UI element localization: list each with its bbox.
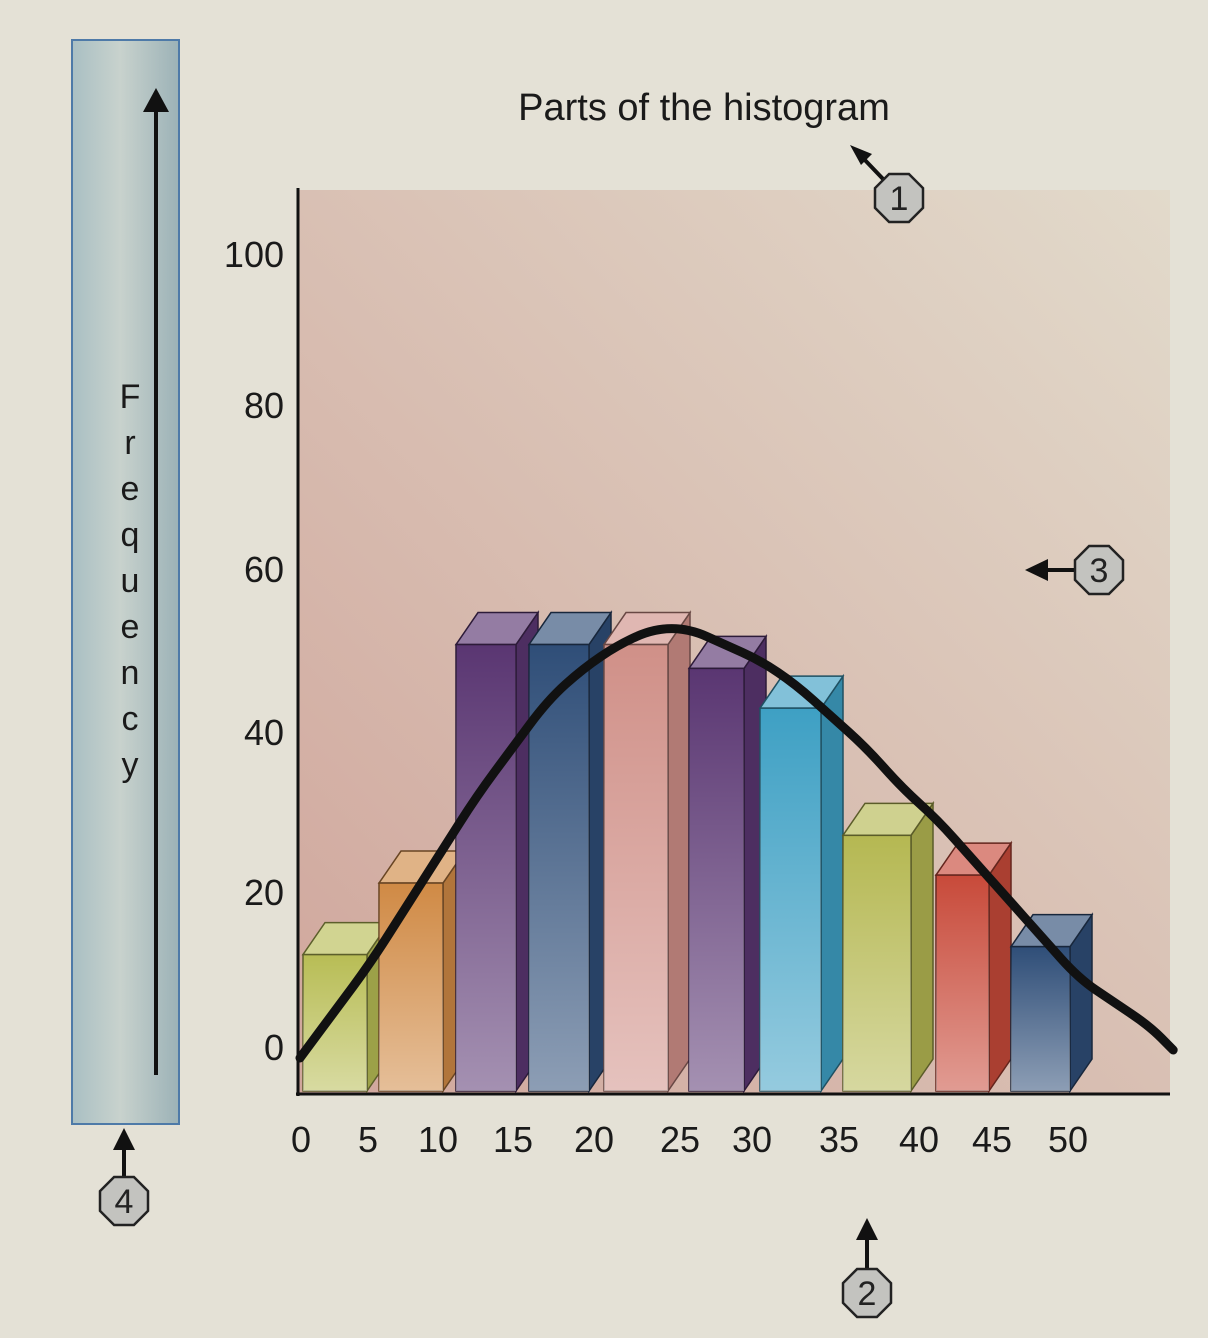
frequency-letter: u bbox=[121, 562, 140, 600]
x-tick-label: 10 bbox=[418, 1119, 458, 1160]
annotation-2: 2 bbox=[841, 1218, 893, 1319]
annotation-4-label: 4 bbox=[115, 1183, 134, 1221]
x-tick-label: 50 bbox=[1048, 1119, 1088, 1160]
x-tick-label: 25 bbox=[660, 1119, 700, 1160]
x-tick-label: 40 bbox=[899, 1119, 939, 1160]
x-tick-label: 45 bbox=[972, 1119, 1012, 1160]
x-tick-label: 30 bbox=[732, 1119, 772, 1160]
annotation-2-label: 2 bbox=[858, 1275, 877, 1313]
frequency-letter: e bbox=[121, 608, 140, 646]
x-tick-label: 35 bbox=[819, 1119, 859, 1160]
frequency-letter: y bbox=[122, 746, 139, 784]
y-tick-label: 20 bbox=[244, 872, 284, 913]
frequency-letter: q bbox=[121, 516, 140, 554]
y-tick-label: 60 bbox=[244, 549, 284, 590]
x-tick-label: 15 bbox=[493, 1119, 533, 1160]
histogram-bar bbox=[841, 800, 935, 1094]
x-tick-labels: 0 5 10 15 20 25 30 35 40 45 50 bbox=[291, 1119, 1088, 1160]
y-tick-label: 100 bbox=[224, 234, 284, 275]
histogram-bar bbox=[934, 840, 1013, 1094]
annotation-1: 1 bbox=[850, 145, 925, 224]
frequency-letter: e bbox=[121, 470, 140, 508]
frequency-arrowhead-icon bbox=[143, 88, 169, 112]
octagon-badge-icon bbox=[98, 1175, 150, 1227]
annotation-3-label: 3 bbox=[1090, 552, 1109, 590]
histogram-bar bbox=[687, 633, 768, 1094]
distribution-curve bbox=[295, 624, 1178, 1063]
plot-area bbox=[295, 188, 1178, 1096]
arrow-icon bbox=[850, 145, 872, 165]
octagon-badge-icon bbox=[873, 172, 925, 224]
y-tick-label: 40 bbox=[244, 712, 284, 753]
histogram-bar bbox=[454, 610, 540, 1094]
x-tick-label: 5 bbox=[358, 1119, 378, 1160]
y-tick-label: 0 bbox=[264, 1027, 284, 1068]
histogram-bar bbox=[602, 610, 692, 1094]
annotation-3: 3 bbox=[1025, 544, 1125, 596]
octagon-badge-icon bbox=[841, 1267, 893, 1319]
chart-title: Parts of the histogram bbox=[518, 87, 890, 129]
annotation-4: 4 bbox=[98, 1128, 150, 1227]
frequency-letter: F bbox=[120, 378, 141, 416]
x-tick-label: 0 bbox=[291, 1119, 311, 1160]
frequency-letter: r bbox=[124, 424, 135, 462]
arrow-icon bbox=[113, 1128, 135, 1150]
y-tick-labels: 0 20 40 60 80 100 bbox=[224, 234, 284, 1068]
histogram-bar bbox=[758, 673, 845, 1094]
histogram-bar bbox=[377, 848, 467, 1094]
y-tick-label: 80 bbox=[244, 385, 284, 426]
annotation-1-label: 1 bbox=[890, 180, 909, 218]
frequency-letter: c bbox=[122, 700, 139, 738]
frequency-letter: n bbox=[121, 654, 140, 692]
octagon-badge-icon bbox=[1073, 544, 1125, 596]
bars-group bbox=[301, 610, 1094, 1094]
arrow-icon bbox=[1025, 559, 1048, 581]
x-tick-label: 20 bbox=[574, 1119, 614, 1160]
arrow-icon bbox=[856, 1218, 878, 1240]
